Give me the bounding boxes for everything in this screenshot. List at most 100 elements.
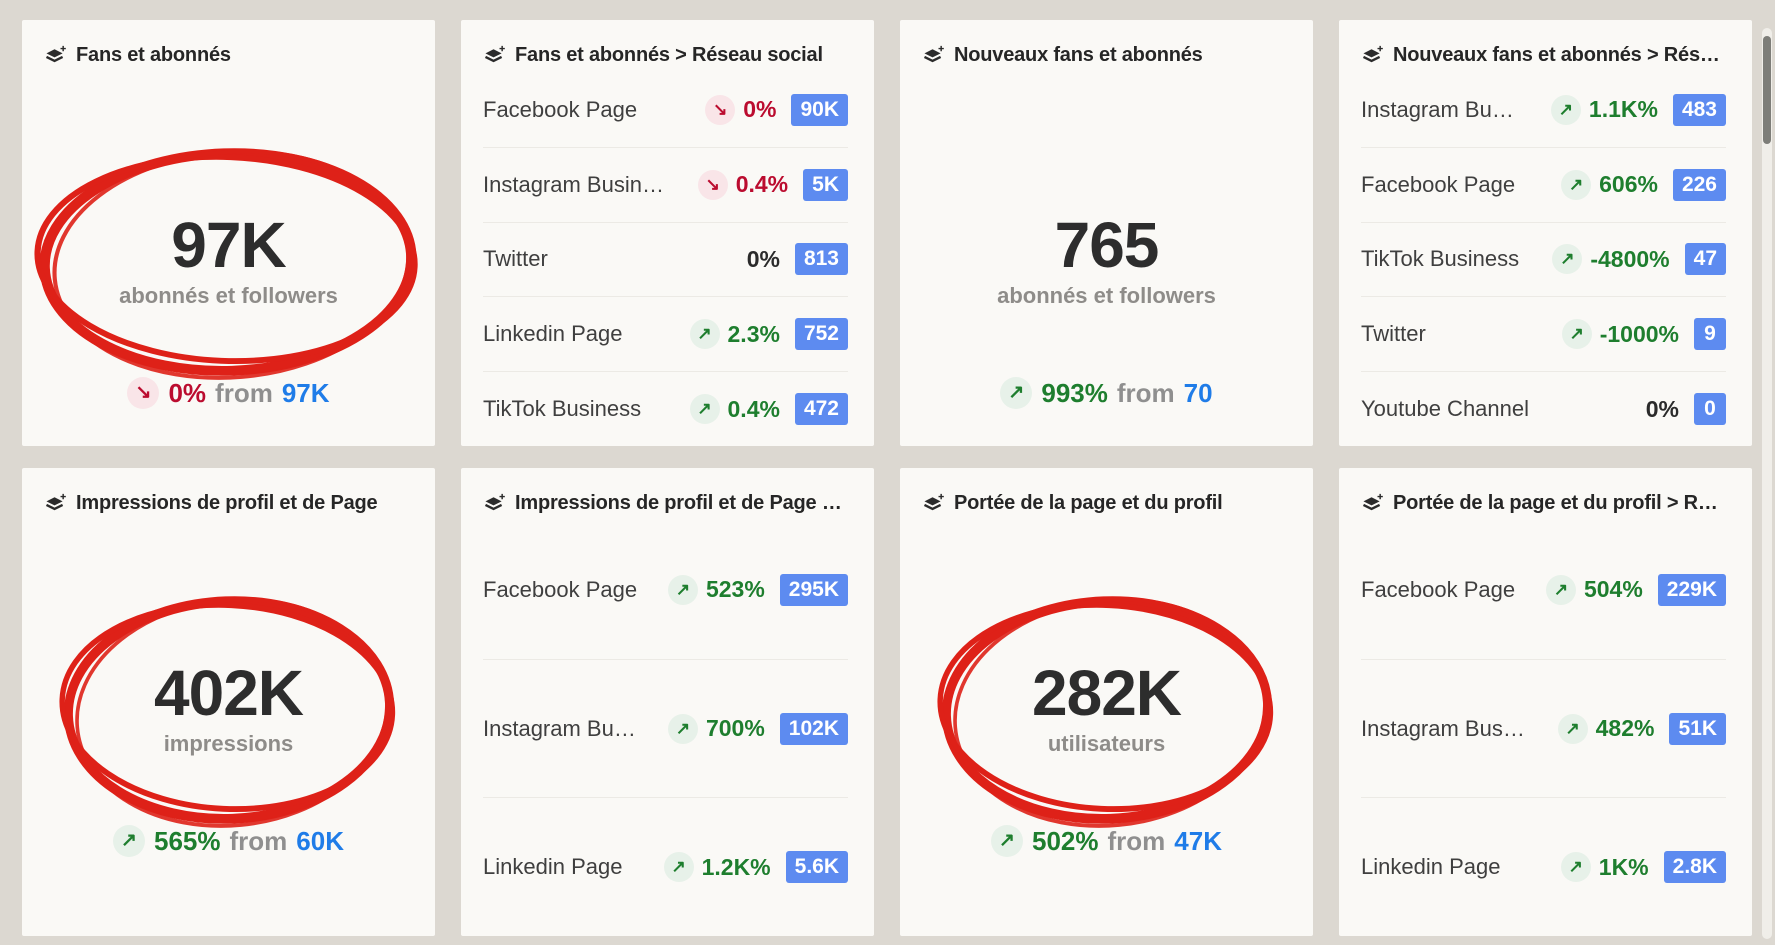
network-row: Instagram Bu… ↗ 1.1K% 483 xyxy=(1361,73,1726,147)
network-row: TikTok Business ↗ 0.4% 472 xyxy=(483,371,848,446)
metric-card-list-3[interactable]: Nouveaux fans et abonnés > Rés… Instagra… xyxy=(1339,20,1752,446)
network-row: Facebook Page ↗ 523% 295K xyxy=(483,521,848,659)
card-title: Nouveaux fans et abonnés > Rés… xyxy=(1393,44,1720,66)
stat-body: 97K abonnés et followers ↘ 0% from 97K xyxy=(22,67,435,446)
trend-arrow-icon: ↗ xyxy=(1545,574,1576,605)
network-row: Linkedin Page ↗ 1K% 2.8K xyxy=(1361,797,1726,936)
trend-arrow-icon: ↗ xyxy=(1560,852,1591,883)
row-value-badge: 2.8K xyxy=(1663,851,1726,884)
metric-card-list-5[interactable]: Impressions de profil et de Page … Faceb… xyxy=(461,468,874,936)
row-name: TikTok Business xyxy=(483,396,642,422)
layers-plus-icon xyxy=(483,45,505,67)
metric-card-stat-6[interactable]: Portée de la page et du profil 282K util… xyxy=(900,468,1313,936)
trend-arrow-icon: ↗ xyxy=(663,852,694,883)
row-value-badge: 483 xyxy=(1672,93,1726,126)
stat-block: 765 abonnés et followers xyxy=(997,209,1216,308)
layers-plus-icon xyxy=(922,493,944,515)
trend-arrow-icon: ↗ xyxy=(1561,319,1592,350)
row-trend: ↗ 1K% 2.8K xyxy=(1560,851,1726,884)
row-trend: ↗ 700% 102K xyxy=(667,712,848,745)
row-name: TikTok Business xyxy=(1361,246,1520,272)
stat-value: 402K xyxy=(154,657,304,729)
trend-arrow-icon: ↗ xyxy=(1552,244,1583,275)
trend-arrow-icon: ↗ xyxy=(1557,713,1588,744)
card-title: Fans et abonnés xyxy=(76,44,231,66)
row-trend: ↗ 523% 295K xyxy=(667,573,848,606)
metric-card-stat-4[interactable]: Impressions de profil et de Page 402K im… xyxy=(22,468,435,936)
network-row: Linkedin Page ↗ 2.3% 752 xyxy=(483,296,848,371)
trend-arrow-icon: ↗ xyxy=(689,319,720,350)
metric-card-list-1[interactable]: Fans et abonnés > Réseau social Facebook… xyxy=(461,20,874,446)
row-name: Facebook Page xyxy=(483,96,638,122)
change-percent: 502% xyxy=(1032,826,1099,856)
row-name: Linkedin Page xyxy=(483,321,623,347)
network-row: TikTok Business ↗ -4800% 47 xyxy=(1361,221,1726,297)
stat-label: abonnés et followers xyxy=(119,283,338,308)
stat-label: abonnés et followers xyxy=(997,283,1216,308)
trend-arrow-icon: ↗ xyxy=(991,825,1023,857)
change-row: ↗ 502% from 47K xyxy=(991,824,1222,858)
row-value-badge: 5K xyxy=(803,168,848,201)
layers-plus-icon xyxy=(44,493,66,515)
stat-body: 765 abonnés et followers ↗ 993% from 70 xyxy=(900,67,1313,446)
stat-label: utilisateurs xyxy=(1047,731,1166,756)
change-percent: 1K% xyxy=(1598,853,1649,880)
card-header: Nouveaux fans et abonnés > Rés… xyxy=(1339,20,1752,67)
row-trend: ↗ 1.2K% 5.6K xyxy=(663,851,848,884)
trend-arrow-icon: ↗ xyxy=(689,394,720,425)
change-from-label: from xyxy=(1107,826,1166,856)
metric-card-stat-2[interactable]: Nouveaux fans et abonnés 765 abonnés et … xyxy=(900,20,1313,446)
network-row: Twitter ↗ -1000% 9 xyxy=(1361,296,1726,371)
row-value-badge: 102K xyxy=(779,712,848,745)
change-from-value: 47K xyxy=(1174,826,1222,856)
card-title: Fans et abonnés > Réseau social xyxy=(515,44,823,66)
change-percent: 0.4% xyxy=(735,171,789,198)
network-row: Linkedin Page ↗ 1.2K% 5.6K xyxy=(483,797,848,936)
card-header: Fans et abonnés xyxy=(22,20,435,67)
card-header: Impressions de profil et de Page xyxy=(22,468,435,515)
metric-card-stat-0[interactable]: Fans et abonnés 97K abonnés et followers… xyxy=(22,20,435,446)
network-row: Instagram Busin… ↘ 0.4% 5K xyxy=(483,146,848,222)
change-percent: 482% xyxy=(1595,715,1655,741)
row-value-badge: 90K xyxy=(791,93,848,126)
change-from-label: from xyxy=(215,378,273,408)
layers-plus-icon xyxy=(44,45,66,67)
row-name: Linkedin Page xyxy=(1361,854,1501,880)
row-trend: 0% 0 xyxy=(1645,393,1726,426)
cards-grid: Fans et abonnés 97K abonnés et followers… xyxy=(22,20,1752,936)
row-value-badge: 47 xyxy=(1684,243,1726,276)
row-value-badge: 295K xyxy=(779,573,848,606)
trend-arrow-icon: ↗ xyxy=(667,574,698,605)
layers-plus-icon xyxy=(1361,45,1383,67)
change-percent: 993% xyxy=(1041,378,1108,408)
layers-plus-icon xyxy=(1361,493,1383,515)
trend-arrow-icon: ↘ xyxy=(127,377,160,409)
scrollbar[interactable] xyxy=(1762,28,1772,939)
row-value-badge: 226 xyxy=(1672,168,1726,201)
row-value-badge: 813 xyxy=(794,243,848,276)
change-from-label: from xyxy=(1116,378,1175,408)
trend-arrow-icon: ↘ xyxy=(697,169,728,200)
trend-arrow-icon: ↗ xyxy=(667,713,698,744)
row-name: Facebook Page xyxy=(1361,171,1516,197)
row-trend: ↗ 2.3% 752 xyxy=(689,318,848,351)
row-name: Instagram Busin… xyxy=(483,171,664,197)
row-trend: ↗ -1000% 9 xyxy=(1561,318,1726,351)
row-value-badge: 5.6K xyxy=(785,851,848,884)
change-percent: 0% xyxy=(168,378,207,408)
stat-value: 765 xyxy=(1054,209,1160,281)
row-name: Youtube Channel xyxy=(1361,396,1530,422)
change-from-value: 97K xyxy=(281,378,330,408)
change-percent: 0% xyxy=(1645,395,1679,422)
scrollbar-thumb[interactable] xyxy=(1763,36,1771,144)
network-row: Facebook Page ↗ 504% 229K xyxy=(1361,521,1726,659)
row-trend: ↗ 606% 226 xyxy=(1561,168,1726,201)
list-rows: Facebook Page ↗ 523% 295K Instagram Bu… … xyxy=(461,521,874,936)
stat-block: 282K utilisateurs xyxy=(936,595,1273,828)
layers-plus-icon xyxy=(922,45,944,67)
metric-card-list-7[interactable]: Portée de la page et du profil > R… Face… xyxy=(1339,468,1752,936)
row-trend: ↗ 504% 229K xyxy=(1545,573,1726,606)
row-name: Instagram Bu… xyxy=(483,715,636,741)
row-trend: ↗ 0.4% 472 xyxy=(689,393,848,426)
change-from-value: 70 xyxy=(1183,378,1213,408)
